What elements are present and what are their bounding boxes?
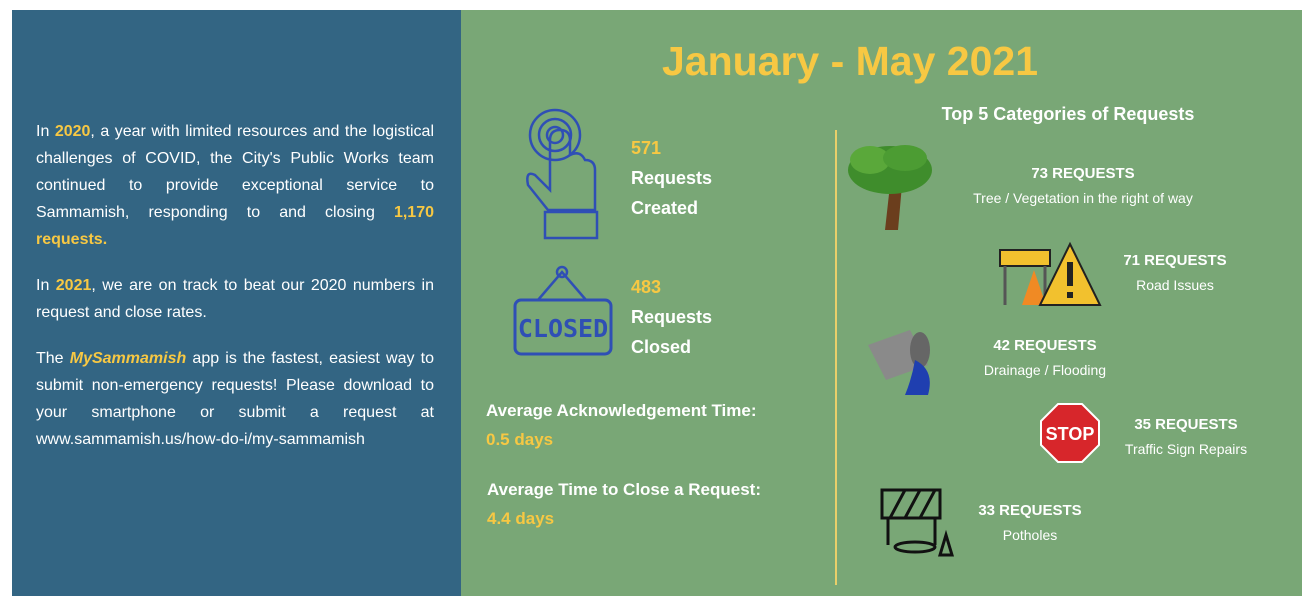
- category-count: 35 REQUESTS: [1026, 413, 1302, 437]
- average: Average Time to Close a Request: 4.4 day…: [487, 475, 761, 533]
- text: , a year with limited resources and the …: [36, 123, 434, 221]
- title: January - May 2021: [550, 38, 1150, 85]
- category-count: 42 REQUESTS: [885, 334, 1205, 358]
- average-value: 0.5 days: [486, 425, 757, 454]
- stat: 571 Requests Created: [631, 133, 712, 223]
- text: In: [36, 277, 56, 294]
- paragraph: In 2020, a year with limited resources a…: [36, 118, 434, 253]
- paragraph: In 2021, we are on track to beat our 202…: [36, 272, 434, 326]
- text: The: [36, 350, 70, 367]
- highlight: 2021: [56, 277, 92, 294]
- stat: 483 Requests Closed: [631, 272, 712, 362]
- stat-value: 483: [631, 272, 712, 302]
- intro-text: In 2020, a year with limited resources a…: [36, 118, 434, 472]
- category-label: Tree / Vegetation in the right of way: [923, 186, 1243, 210]
- text: , we are on track to beat our 2020 numbe…: [36, 277, 434, 321]
- paragraph: The MySammamish app is the fastest, easi…: [36, 345, 434, 453]
- average: Average Acknowledgement Time: 0.5 days: [486, 396, 757, 454]
- stat-label: Closed: [631, 332, 712, 362]
- stat-label: Created: [631, 193, 712, 223]
- category-count: 33 REQUESTS: [870, 499, 1190, 523]
- average-value: 4.4 days: [487, 504, 761, 533]
- stat-value: 571: [631, 133, 712, 163]
- closed-sign-text: CLOSED: [518, 314, 608, 343]
- highlight: 2020: [55, 123, 91, 140]
- text: In: [36, 123, 55, 140]
- category-count: 71 REQUESTS: [1015, 249, 1302, 273]
- stat-label: Requests: [631, 302, 712, 332]
- category-label: Potholes: [870, 523, 1190, 547]
- category-label: Drainage / Flooding: [885, 358, 1205, 382]
- category-label: Road Issues: [1015, 273, 1302, 297]
- average-label: Average Time to Close a Request:: [487, 475, 761, 504]
- category-label: Traffic Sign Repairs: [1026, 437, 1302, 461]
- infographic: CLOSED STOP In 2020, a year with limited…: [0, 0, 1302, 596]
- average-label: Average Acknowledgement Time:: [486, 396, 757, 425]
- stat-label: Requests: [631, 163, 712, 193]
- highlight: MySammamish: [70, 350, 187, 367]
- categories-title: Top 5 Categories of Requests: [900, 104, 1236, 125]
- category-count: 73 REQUESTS: [923, 162, 1243, 186]
